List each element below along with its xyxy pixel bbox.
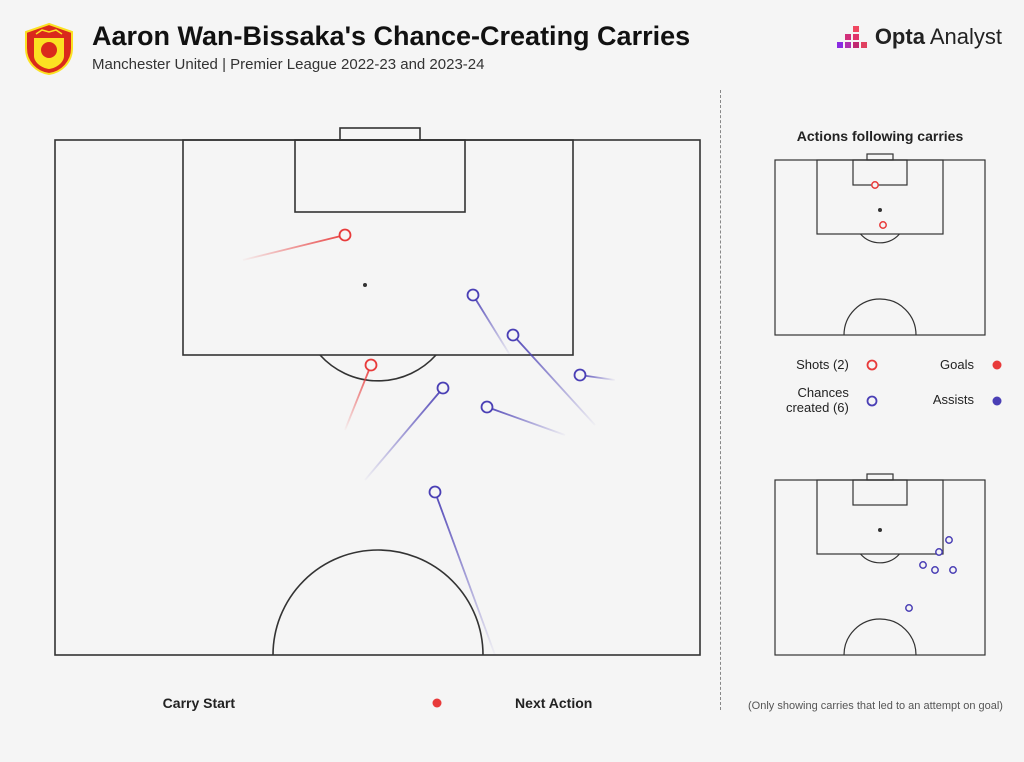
- mini-marker: [872, 182, 878, 188]
- legend-goals-label: Goals: [895, 358, 974, 372]
- carry-end-marker: [438, 383, 449, 394]
- legend-chances-marker: [861, 394, 883, 408]
- title-block: Aaron Wan-Bissaka's Chance-Creating Carr…: [92, 22, 821, 73]
- carry-end-marker: [340, 230, 351, 241]
- carry-end-marker: [482, 402, 493, 413]
- carry-line: [243, 235, 345, 260]
- mini-marker: [906, 605, 912, 611]
- main-pitch-chart: [55, 140, 700, 655]
- carry-end-marker: [366, 360, 377, 371]
- brand-logo: Opta Analyst: [837, 22, 1002, 52]
- brand-word-2: Analyst: [930, 24, 1002, 49]
- legend-assists-marker: [986, 394, 1008, 408]
- chart-subtitle: Manchester United | Premier League 2022-…: [92, 56, 821, 73]
- brand-word-1: Opta: [875, 24, 925, 49]
- carry-end-marker: [430, 487, 441, 498]
- footnote: (Only showing carries that led to an att…: [748, 700, 1008, 712]
- mini-marker: [936, 549, 942, 555]
- club-crest-icon: [22, 22, 76, 76]
- carry-line: [365, 388, 443, 480]
- carry-end-marker: [508, 330, 519, 341]
- carry-end-marker: [468, 290, 479, 301]
- chart-title: Aaron Wan-Bissaka's Chance-Creating Carr…: [92, 22, 821, 52]
- carry-line: [487, 407, 565, 435]
- vertical-divider: [720, 90, 721, 710]
- mini-marker: [932, 567, 938, 573]
- carry-line: [473, 295, 510, 355]
- header: Aaron Wan-Bissaka's Chance-Creating Carr…: [22, 22, 1002, 76]
- legend-shots-marker: [861, 358, 883, 372]
- opta-logo-icon: [837, 22, 867, 52]
- brand-text: Opta Analyst: [875, 24, 1002, 50]
- legend-goals-marker: [986, 358, 1008, 372]
- carry-end-marker: [575, 370, 586, 381]
- mini-pitch-title: Actions following carries: [775, 128, 985, 144]
- legend-shots-label: Shots (2): [748, 358, 849, 372]
- mini-pitch-chances: [775, 480, 985, 655]
- legend-carry-start-label: Carry Start: [163, 695, 235, 711]
- legend-carry-line-icon: [305, 697, 445, 709]
- legend-chances-label: Chances created (6): [748, 386, 849, 415]
- mini-pitch-shots: [775, 160, 985, 335]
- mini-marker: [880, 222, 886, 228]
- mini-marker: [946, 537, 952, 543]
- legend-next-action-label: Next Action: [515, 695, 592, 711]
- legend-assists-label: Assists: [895, 393, 974, 407]
- mini-legend: Shots (2) Goals Chances created (6) Assi…: [748, 358, 1008, 415]
- mini-marker: [950, 567, 956, 573]
- mini-marker: [920, 562, 926, 568]
- bottom-legend: Carry Start Next Action: [55, 695, 700, 711]
